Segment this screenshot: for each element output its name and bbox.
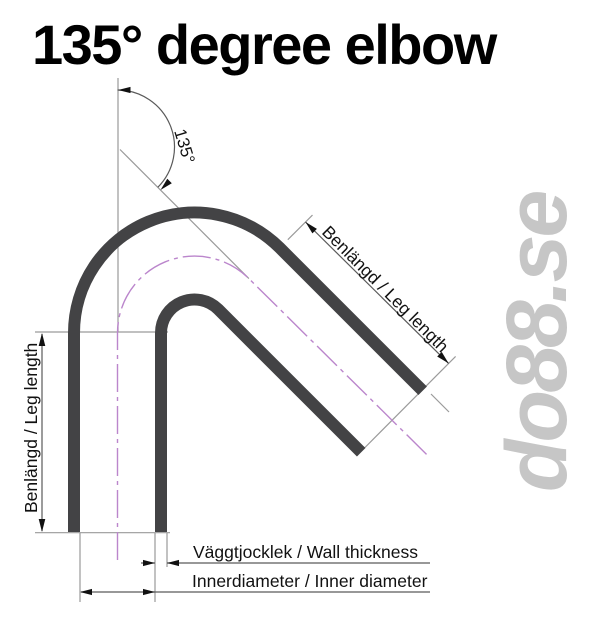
inner-diameter-label: Innerdiameter / Inner diameter (192, 571, 428, 591)
arrowheads (38, 86, 449, 596)
angle-arc-end-arrow (160, 178, 172, 190)
angle-arc (117, 89, 176, 188)
dimension-lines (41, 89, 450, 593)
wall-thickness-label: Väggtjocklek / Wall thickness (193, 542, 418, 562)
diagonal-dim-start-arrow (305, 222, 317, 234)
diagonal-end-stub-line (430, 393, 450, 413)
inner-diameter-right-arrow (143, 588, 155, 596)
diagonal-end-cap-line (356, 355, 457, 456)
angle-arc-top-arrow (118, 86, 131, 94)
tube-inner-wall (155, 293, 366, 532)
watermark-logo: do88.se (489, 192, 585, 492)
page-title: 135° degree elbow (32, 13, 498, 76)
tube-outer-wall (68, 206, 427, 532)
tube-centerline (116, 255, 431, 560)
wall-thickness-right-arrow (167, 559, 179, 567)
left-leg-length-label: Benlängd / Leg length (21, 343, 41, 513)
left-dim-top-arrow (38, 333, 46, 346)
tube-walls (68, 206, 427, 532)
inner-diameter-left-arrow (80, 588, 92, 596)
diagonal-dim-end-arrow (437, 351, 449, 364)
diagonal-leg-length-dim-line (305, 221, 450, 364)
wall-thickness-left-arrow (143, 559, 155, 567)
diagonal-dim-start-tick-line (287, 214, 313, 241)
left-dim-bottom-arrow (38, 519, 46, 532)
